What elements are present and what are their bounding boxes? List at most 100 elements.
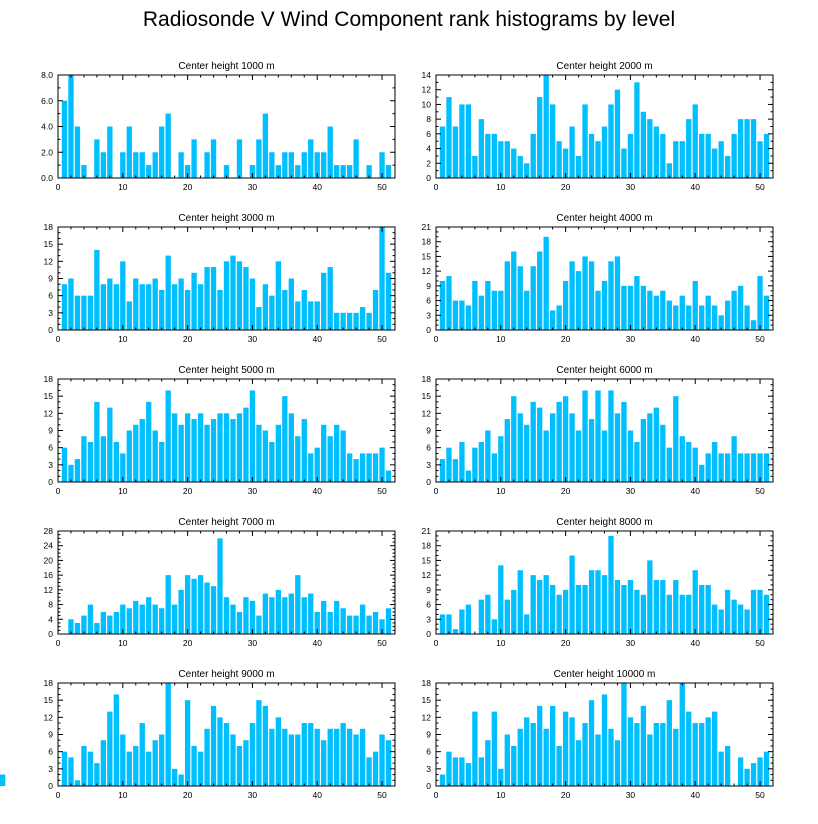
histogram-bar <box>68 619 74 634</box>
histogram-bar <box>588 133 595 178</box>
histogram-bar <box>74 126 81 178</box>
histogram-bar <box>647 734 653 786</box>
histogram-bar <box>314 611 320 634</box>
histogram-bar <box>601 575 608 634</box>
x-tick-label: 0 <box>434 790 439 800</box>
y-tick-label: 0 <box>48 325 53 335</box>
histogram-bar <box>308 301 314 330</box>
histogram-bar <box>465 305 472 330</box>
histogram-bar <box>595 390 601 482</box>
y-tick-label: 9 <box>48 730 53 740</box>
histogram-bar <box>269 728 275 786</box>
histogram-bar <box>731 436 737 482</box>
histogram-bar <box>126 430 132 482</box>
histogram-bar <box>504 141 510 178</box>
x-tick-label: 10 <box>118 638 128 648</box>
histogram-bar <box>223 723 230 786</box>
histogram-bar <box>459 441 465 482</box>
histogram-bar <box>608 728 614 786</box>
histogram-bar <box>459 300 465 330</box>
histogram-bar <box>334 165 340 178</box>
histogram-bar <box>0 774 6 786</box>
y-tick-label: 18 <box>44 222 54 232</box>
histogram-bar <box>647 119 653 178</box>
histogram-bar <box>204 424 210 482</box>
histogram-bar <box>171 284 178 330</box>
histogram-bar <box>314 728 320 786</box>
histogram-bar <box>223 261 230 330</box>
histogram-bar <box>262 705 269 786</box>
histogram-bar <box>178 152 184 178</box>
histogram-bar <box>750 320 757 330</box>
histogram-bar <box>640 111 647 178</box>
histogram-bar <box>498 436 504 482</box>
histogram-bar <box>159 608 165 634</box>
histogram-bar <box>666 700 672 786</box>
histogram-bar <box>236 611 243 634</box>
y-tick-label: 8 <box>48 600 53 610</box>
x-tick-label: 20 <box>561 790 571 800</box>
histogram-bar <box>737 285 744 330</box>
histogram-bar <box>184 700 191 786</box>
histogram-bar <box>647 560 653 634</box>
histogram-bar <box>346 165 353 178</box>
histogram-bar <box>159 289 165 330</box>
histogram-bar <box>146 597 152 634</box>
histogram-bar <box>191 419 197 482</box>
histogram-bar <box>385 470 392 482</box>
histogram-bar <box>679 141 685 178</box>
x-tick-label: 30 <box>248 334 258 344</box>
histogram-bar <box>588 700 595 786</box>
histogram-bar <box>152 740 158 786</box>
histogram-bar <box>68 757 74 786</box>
histogram-bar <box>334 728 340 786</box>
y-tick-label: 14 <box>422 70 432 80</box>
panel-title: Center height 6000 m <box>556 365 652 376</box>
y-tick-label: 12 <box>44 408 54 418</box>
y-tick-label: 12 <box>422 712 432 722</box>
histogram-bar <box>159 441 165 482</box>
histogram-bar <box>301 723 307 786</box>
histogram-bar <box>673 396 679 482</box>
histogram-bar <box>601 694 608 786</box>
panel-title: Center height 2000 m <box>556 61 652 72</box>
histogram-bar <box>61 751 68 786</box>
histogram-bar <box>230 734 236 786</box>
x-tick-label: 40 <box>690 334 700 344</box>
histogram-bar <box>197 575 204 634</box>
histogram-bar <box>647 413 653 482</box>
histogram-bar <box>537 705 543 786</box>
histogram-bar <box>562 280 569 330</box>
histogram-bar <box>184 413 191 482</box>
histogram-panel-9: Center height 9000 m 0 10 20 30 40 50 0 3 6 9 12 15 1… <box>44 669 396 800</box>
y-tick-label: 0 <box>426 629 431 639</box>
histogram-bar <box>673 728 679 786</box>
x-tick-label: 50 <box>377 790 387 800</box>
histogram-bar <box>478 295 485 330</box>
y-tick-label: 6.0 <box>41 96 53 106</box>
histogram-bar <box>334 312 340 330</box>
histogram-bar <box>562 396 569 482</box>
histogram-bar <box>120 152 126 178</box>
histogram-bar <box>178 278 184 330</box>
histogram-bar <box>699 305 705 330</box>
x-tick-label: 20 <box>183 486 193 496</box>
histogram-bar <box>478 599 485 634</box>
histogram-bar <box>81 295 87 330</box>
histogram-bar <box>582 104 588 178</box>
histogram-bar <box>705 453 711 482</box>
histogram-bar <box>379 447 385 482</box>
histogram-bar <box>282 289 288 330</box>
histogram-bar <box>699 464 705 482</box>
histogram-bar <box>165 113 171 178</box>
histogram-bar <box>763 594 770 634</box>
y-tick-label: 21 <box>422 526 432 536</box>
histogram-bar <box>275 165 282 178</box>
histogram-bar <box>334 424 340 482</box>
histogram-bar <box>217 413 223 482</box>
histogram-bar <box>87 441 94 482</box>
histogram-bar <box>81 615 87 634</box>
histogram-bar <box>549 584 556 634</box>
histogram-bar <box>340 312 346 330</box>
histogram-bar <box>485 280 491 330</box>
